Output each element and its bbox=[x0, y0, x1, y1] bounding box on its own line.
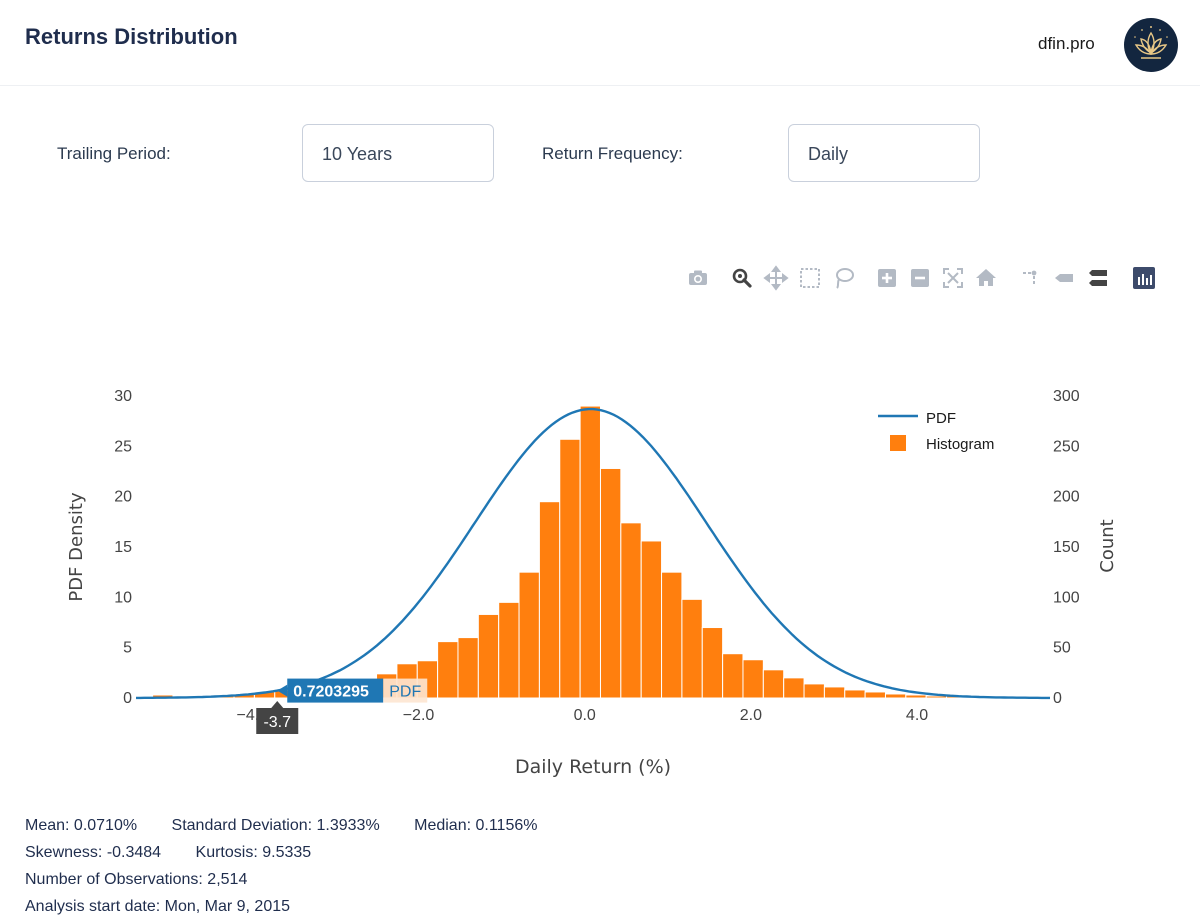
left-y-tick-label: 10 bbox=[114, 589, 132, 606]
hover-x-box bbox=[256, 708, 299, 734]
histogram-bar[interactable] bbox=[518, 571, 540, 699]
left-y-tick-label: 25 bbox=[114, 438, 132, 455]
histogram-bar[interactable] bbox=[477, 613, 500, 699]
right-y-tick-label: 200 bbox=[1053, 489, 1080, 506]
histogram-bar[interactable] bbox=[864, 691, 886, 699]
histogram-bar[interactable] bbox=[579, 405, 601, 699]
hover-value: 0.7203295 bbox=[293, 684, 369, 701]
hover-x-pointer bbox=[271, 701, 284, 708]
hover-series-label: PDF bbox=[389, 684, 421, 701]
hover-pointer bbox=[277, 684, 288, 697]
x-tick-label: −2.0 bbox=[403, 707, 435, 724]
right-y-tick-label: 50 bbox=[1053, 640, 1071, 657]
histogram-bar[interactable] bbox=[498, 601, 520, 699]
box-select-icon[interactable] bbox=[796, 264, 824, 292]
histogram-bar[interactable] bbox=[803, 683, 825, 699]
zoom-out-icon[interactable] bbox=[906, 264, 934, 292]
chart-modebar bbox=[684, 264, 1164, 294]
histogram-bar[interactable] bbox=[722, 653, 744, 699]
zoom-icon[interactable] bbox=[728, 264, 756, 292]
left-y-tick-label: 30 bbox=[114, 388, 132, 405]
x-tick-label: 0.0 bbox=[574, 707, 596, 724]
legend-histogram-label[interactable]: Histogram bbox=[926, 436, 994, 453]
trailing-period-select[interactable]: 10 Years bbox=[302, 124, 494, 182]
histogram-bar[interactable] bbox=[905, 694, 927, 699]
right-y-tick-label: 100 bbox=[1053, 589, 1080, 606]
return-frequency-label: Return Frequency: bbox=[542, 144, 683, 163]
left-y-tick-label: 15 bbox=[114, 539, 132, 556]
right-y-tick-label: 300 bbox=[1053, 388, 1080, 405]
stat-kurtosis: Kurtosis: 9.5335 bbox=[195, 844, 312, 861]
camera-icon[interactable] bbox=[684, 264, 712, 292]
hover-x-label: -3.7 bbox=[263, 714, 291, 731]
x-axis-title: Daily Return (%) bbox=[515, 756, 671, 778]
returns-distribution-chart[interactable]: −4.0 −2.0 0.0 2.0 4.005101520253005010015020… bbox=[0, 360, 1200, 790]
page-title: Returns Distribution bbox=[25, 24, 238, 49]
stat-median: Median: 0.1156% bbox=[414, 817, 538, 834]
page-header: Returns Distribution dfin.pro bbox=[0, 0, 1200, 86]
stat-mean: Mean: 0.0710% bbox=[25, 817, 138, 834]
return-frequency-select[interactable]: Daily bbox=[788, 124, 980, 182]
histogram-bar[interactable] bbox=[701, 627, 724, 699]
stat-std: Standard Deviation: 1.3933% bbox=[171, 817, 380, 834]
stat-skewness: Skewness: -0.3484 bbox=[25, 844, 162, 861]
spike-lines-icon[interactable] bbox=[1016, 264, 1044, 292]
histogram-bar[interactable] bbox=[559, 438, 581, 699]
histogram-bar[interactable] bbox=[620, 522, 642, 699]
hover-closest-icon[interactable] bbox=[1050, 264, 1078, 292]
right-y-tick-label: 250 bbox=[1053, 438, 1080, 455]
stat-start-date: Analysis start date: Mon, Mar 9, 2015 bbox=[25, 898, 291, 915]
stat-observations: Number of Observations: 2,514 bbox=[25, 871, 248, 888]
legend-histogram-swatch bbox=[890, 435, 906, 451]
histogram-bar[interactable] bbox=[640, 540, 663, 699]
lasso-select-icon[interactable] bbox=[830, 264, 858, 292]
histogram-bar[interactable] bbox=[783, 677, 805, 699]
histogram-bar[interactable] bbox=[823, 686, 846, 699]
histogram-bars bbox=[152, 405, 1049, 699]
histogram-bar[interactable] bbox=[681, 598, 703, 699]
x-tick-label: 4.0 bbox=[906, 707, 928, 724]
pan-icon[interactable] bbox=[762, 264, 790, 292]
left-y-tick-label: 0 bbox=[123, 690, 132, 707]
histogram-bar[interactable] bbox=[844, 689, 866, 699]
statistics-summary: Mean: 0.0710% Standard Deviation: 1.3933… bbox=[25, 812, 537, 920]
plotly-logo-icon[interactable] bbox=[1130, 264, 1158, 292]
lotus-logo-icon[interactable] bbox=[1124, 18, 1178, 72]
legend[interactable]: PDF Histogram bbox=[878, 410, 994, 453]
hover-compare-icon[interactable] bbox=[1084, 264, 1112, 292]
histogram-bar[interactable] bbox=[599, 467, 622, 699]
histogram-bar[interactable] bbox=[884, 693, 907, 699]
brand-name[interactable]: dfin.pro bbox=[1038, 34, 1095, 53]
histogram-bar[interactable] bbox=[742, 659, 764, 699]
autoscale-icon[interactable] bbox=[939, 264, 967, 292]
right-y-tick-label: 0 bbox=[1053, 690, 1062, 707]
left-y-tick-label: 20 bbox=[114, 489, 132, 506]
left-axis-title: PDF Density bbox=[66, 492, 87, 602]
x-tick-label: 2.0 bbox=[740, 707, 762, 724]
right-y-tick-label: 150 bbox=[1053, 539, 1080, 556]
hover-tooltip: 0.7203295 PDF -3.7 bbox=[256, 678, 428, 734]
axis-ticks: −4.0 −2.0 0.0 2.0 4.005101520253005010015020… bbox=[114, 388, 1080, 724]
trailing-period-label: Trailing Period: bbox=[57, 144, 171, 163]
zoom-in-icon[interactable] bbox=[873, 264, 901, 292]
right-axis-title: Count bbox=[1097, 519, 1118, 572]
histogram-bar[interactable] bbox=[762, 669, 785, 699]
histogram-bar[interactable] bbox=[437, 641, 459, 699]
left-y-tick-label: 5 bbox=[123, 640, 132, 657]
legend-pdf-label[interactable]: PDF bbox=[926, 410, 956, 427]
reset-axes-icon[interactable] bbox=[972, 264, 1000, 292]
histogram-bar[interactable] bbox=[457, 637, 479, 699]
histogram-bar[interactable] bbox=[538, 501, 561, 699]
hover-series-box bbox=[383, 678, 428, 703]
hover-value-box bbox=[287, 678, 384, 703]
histogram-bar[interactable] bbox=[661, 571, 683, 699]
